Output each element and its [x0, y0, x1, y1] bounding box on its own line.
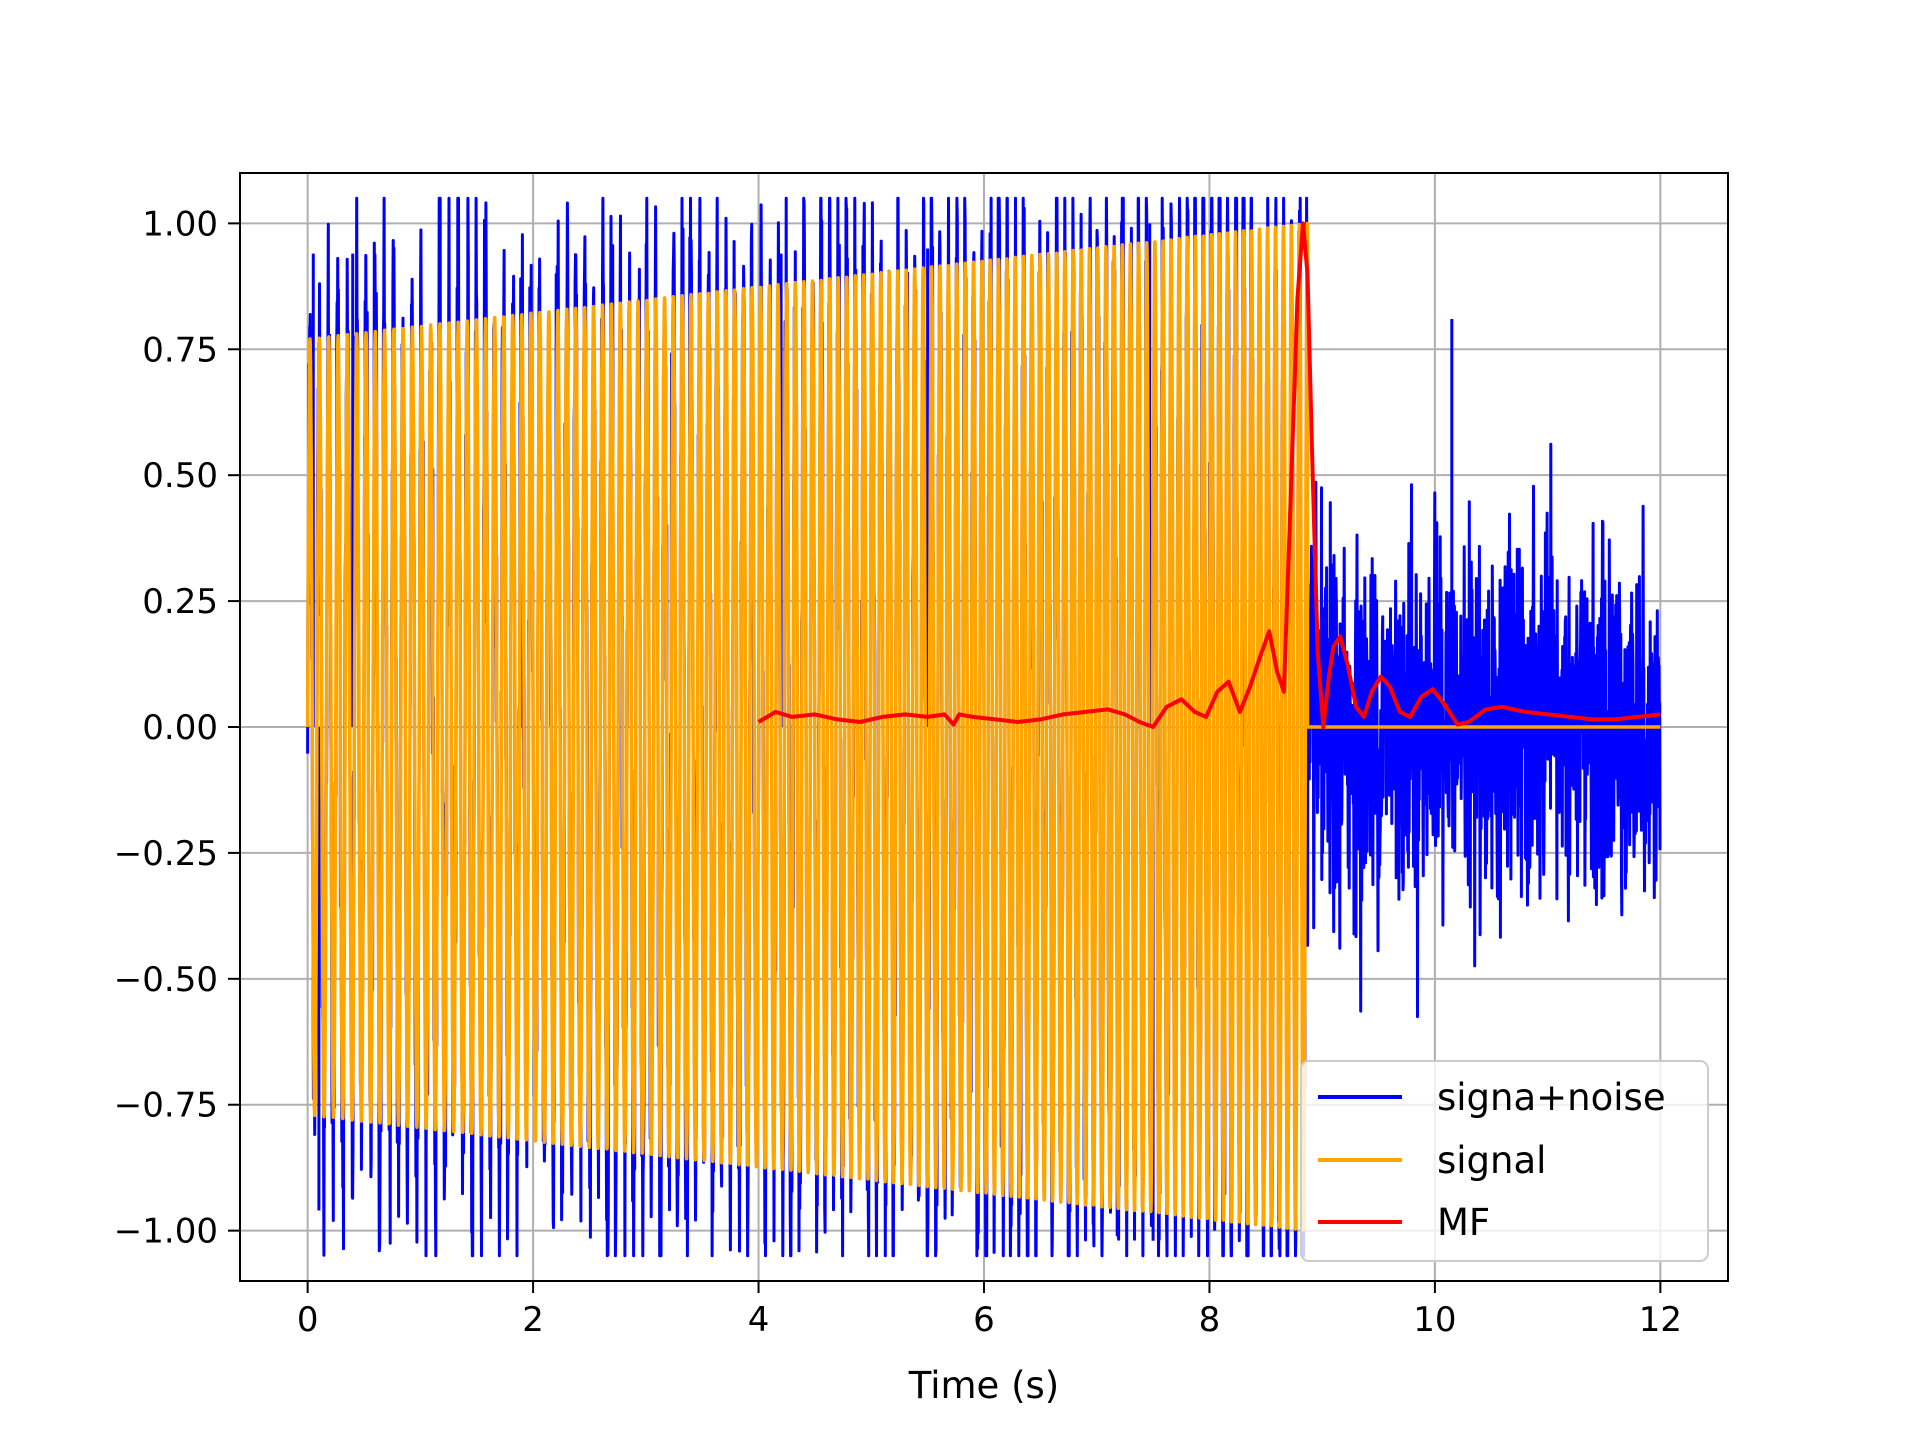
legend-label-signal: signal	[1437, 1139, 1546, 1182]
line-mf	[757, 221, 1661, 729]
x-axis-label: Time (s)	[908, 1364, 1059, 1407]
x-tick-label: 8	[1199, 1300, 1221, 1340]
legend-label-mf: MF	[1437, 1201, 1490, 1244]
y-tick-label: 0.75	[142, 330, 218, 370]
y-tick-label: −1.00	[114, 1212, 218, 1252]
x-tick-label: 0	[297, 1300, 319, 1340]
legend: signa+noise signal MF	[1300, 1060, 1709, 1262]
x-tick-label: 2	[522, 1300, 544, 1340]
y-tick-label: −0.50	[114, 960, 218, 1000]
legend-box	[1300, 1060, 1709, 1262]
y-tick-label: −0.75	[114, 1086, 218, 1126]
line-signal	[305, 221, 1661, 1232]
x-tick-label: 10	[1413, 1300, 1456, 1340]
x-axis: 0 2 4 6 8 10 12	[297, 1281, 1682, 1340]
y-tick-label: 1.00	[142, 204, 218, 244]
y-tick-label: −0.25	[114, 834, 218, 874]
y-tick-label: 0.00	[142, 708, 218, 748]
y-tick-label: 0.50	[142, 456, 218, 496]
x-tick-label: 6	[973, 1300, 995, 1340]
legend-label-signa-noise: signa+noise	[1437, 1076, 1666, 1119]
series-layer	[305, 196, 1662, 1258]
series-signal	[305, 221, 1661, 1232]
y-axis: 1.00 0.75 0.50 0.25 0.00 −0.25 −0.50 −0.75 −1.00	[114, 204, 240, 1252]
x-tick-label: 12	[1639, 1300, 1682, 1340]
x-tick-label: 4	[748, 1300, 770, 1340]
y-tick-label: 0.25	[142, 582, 218, 622]
series-mf	[757, 221, 1661, 729]
